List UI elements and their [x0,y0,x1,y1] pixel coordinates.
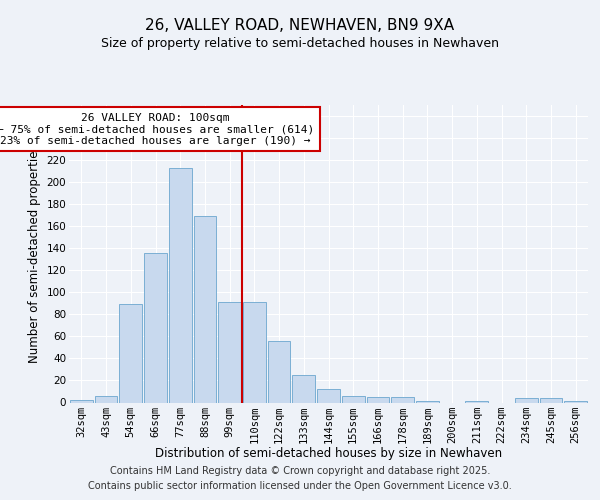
Bar [119,304,142,402]
Bar [70,400,93,402]
Bar [194,216,216,402]
Text: 26 VALLEY ROAD: 100sqm
← 75% of semi-detached houses are smaller (614)
23% of se: 26 VALLEY ROAD: 100sqm ← 75% of semi-det… [0,112,314,146]
Bar [317,390,340,402]
Bar [367,397,389,402]
Text: Size of property relative to semi-detached houses in Newhaven: Size of property relative to semi-detach… [101,38,499,51]
Text: 26, VALLEY ROAD, NEWHAVEN, BN9 9XA: 26, VALLEY ROAD, NEWHAVEN, BN9 9XA [145,18,455,32]
Bar [268,341,290,402]
Bar [342,396,365,402]
Bar [539,398,562,402]
Text: Distribution of semi-detached houses by size in Newhaven: Distribution of semi-detached houses by … [155,448,502,460]
Y-axis label: Number of semi-detached properties: Number of semi-detached properties [28,144,41,363]
Bar [95,396,118,402]
Bar [292,375,315,402]
Bar [243,302,266,402]
Text: Contains HM Land Registry data © Crown copyright and database right 2025.: Contains HM Land Registry data © Crown c… [110,466,490,476]
Bar [391,397,414,402]
Bar [144,252,167,402]
Bar [218,302,241,402]
Text: Contains public sector information licensed under the Open Government Licence v3: Contains public sector information licen… [88,481,512,491]
Bar [169,168,191,402]
Bar [515,398,538,402]
